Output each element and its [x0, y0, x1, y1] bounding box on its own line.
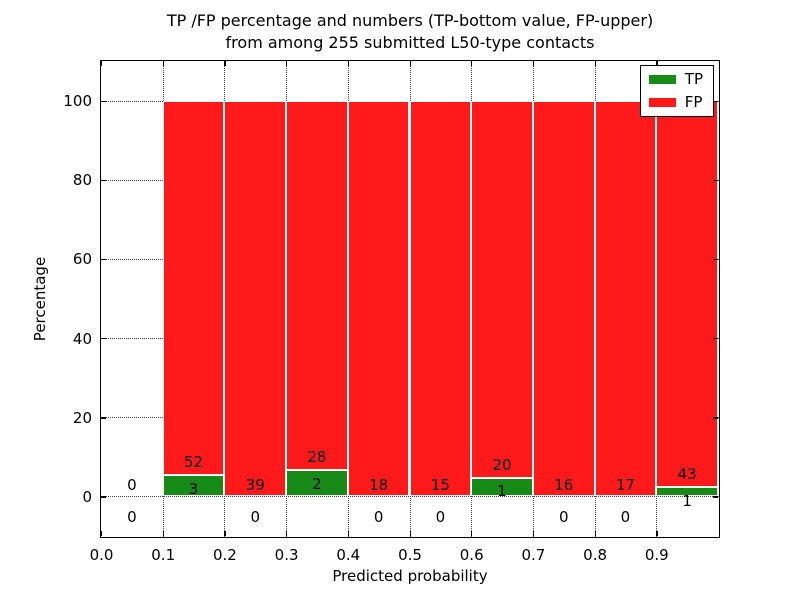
- x-tick-mark: [409, 61, 411, 66]
- tp-count-label: 0: [620, 508, 631, 526]
- x-tick-mark: [162, 61, 164, 66]
- chart-title-line2: from among 255 submitted L50-type contac…: [225, 33, 595, 52]
- tp-bar: [656, 487, 718, 497]
- x-tick-label: 0.9: [644, 546, 669, 564]
- x-tick-mark: [224, 531, 226, 536]
- fp-bar: [162, 100, 225, 475]
- legend-item-tp: TP: [648, 70, 703, 88]
- fp-bar: [224, 100, 287, 497]
- tp-bar: [162, 474, 225, 497]
- legend: TP FP: [639, 65, 714, 117]
- chart-title-line1: TP /FP percentage and numbers (TP-bottom…: [166, 11, 654, 30]
- x-tick-mark: [347, 531, 350, 536]
- y-tick-mark: [101, 179, 106, 182]
- y-tick-label: 0: [82, 487, 92, 506]
- x-tick-mark: [101, 531, 103, 536]
- y-tick-mark: [101, 417, 106, 419]
- fp-count-label: 16: [554, 476, 574, 495]
- y-tick-mark: [713, 179, 718, 182]
- x-tick-mark: [224, 61, 226, 66]
- fp-count-label: 0: [127, 476, 137, 495]
- x-axis-label: Predicted probability: [332, 567, 488, 585]
- fp-legend-swatch: [648, 98, 676, 107]
- x-tick-label: 0.3: [274, 546, 299, 564]
- y-tick-label: 20: [72, 408, 92, 427]
- tp-bar: [286, 470, 348, 497]
- tp-count-label: 1: [682, 492, 692, 511]
- y-tick-mark: [101, 100, 106, 102]
- tp-legend-swatch: [648, 75, 676, 84]
- fp-count-label: 39: [245, 476, 265, 495]
- fp-count-label: 28: [307, 447, 327, 466]
- fp-bar: [532, 100, 595, 497]
- tp-legend-label: TP: [684, 70, 703, 88]
- y-tick-label: 100: [63, 92, 92, 111]
- x-tick-mark: [286, 531, 288, 536]
- x-tick-mark: [471, 531, 473, 536]
- chart-title: TP /FP percentage and numbers (TP-bottom…: [100, 10, 720, 54]
- tp-count-label: 0: [250, 508, 261, 526]
- x-tick-label: 0.7: [521, 546, 546, 564]
- gridline-horizontal: [101, 496, 719, 498]
- tp-count-label: 0: [127, 508, 137, 526]
- tp-bar: [471, 477, 533, 497]
- x-tick-mark: [347, 61, 350, 66]
- y-tick-mark: [101, 496, 106, 498]
- tp-count-label: 1: [497, 482, 507, 501]
- x-tick-mark: [656, 61, 658, 66]
- tp-count-label: 0: [558, 508, 569, 526]
- y-tick-mark: [713, 417, 718, 419]
- tp-count-label: 2: [312, 474, 322, 493]
- y-tick-mark: [101, 338, 106, 340]
- fp-count-label: 18: [369, 476, 389, 495]
- tp-count-label: 0: [373, 508, 384, 526]
- x-tick-mark: [594, 61, 596, 66]
- x-tick-mark: [286, 61, 288, 66]
- tp-count-label: 0: [435, 508, 446, 526]
- x-tick-label: 0.8: [583, 546, 608, 564]
- x-tick-label: 0.6: [459, 546, 484, 564]
- x-tick-mark: [101, 61, 103, 66]
- x-tick-label: 0.4: [336, 546, 361, 564]
- x-tick-mark: [532, 531, 535, 536]
- tp-count-label: 3: [188, 479, 199, 498]
- y-tick-mark: [713, 496, 718, 498]
- fp-count-label: 20: [492, 455, 512, 474]
- plot-area: TP FP 0 0 52 3 39 0 28 2 18 0 15 0 20 1 16 0 17 0 43 1: [100, 60, 720, 538]
- y-tick-label: 80: [72, 171, 92, 190]
- fp-bar: [471, 100, 533, 478]
- fp-count-label: 43: [677, 465, 697, 484]
- fp-count-label: 15: [430, 476, 450, 495]
- x-tick-label: 0.1: [151, 546, 176, 564]
- fp-count-label: 52: [184, 452, 204, 471]
- fp-bar: [286, 100, 348, 471]
- y-tick-mark: [713, 258, 718, 261]
- fp-count-label: 17: [615, 476, 635, 495]
- fp-bar: [594, 100, 657, 497]
- fp-bar: [409, 100, 472, 497]
- fp-legend-label: FP: [684, 93, 703, 111]
- x-tick-mark: [409, 531, 411, 536]
- y-tick-label: 40: [72, 329, 92, 348]
- x-tick-label: 0.2: [212, 546, 237, 564]
- y-tick-mark: [101, 258, 106, 261]
- fp-bar: [347, 100, 410, 497]
- x-tick-label: 0.5: [398, 546, 422, 564]
- x-tick-mark: [532, 61, 535, 66]
- legend-item-fp: FP: [648, 93, 703, 111]
- y-tick-mark: [713, 100, 718, 102]
- y-tick-mark: [713, 338, 718, 340]
- x-tick-mark: [162, 531, 164, 536]
- x-tick-mark: [656, 531, 658, 536]
- y-tick-label: 60: [72, 250, 92, 269]
- x-tick-mark: [594, 531, 596, 536]
- x-tick-label: 0.0: [89, 546, 114, 564]
- x-tick-mark: [471, 61, 473, 66]
- y-axis-label: Percentage: [31, 256, 49, 342]
- fp-bar: [656, 100, 718, 488]
